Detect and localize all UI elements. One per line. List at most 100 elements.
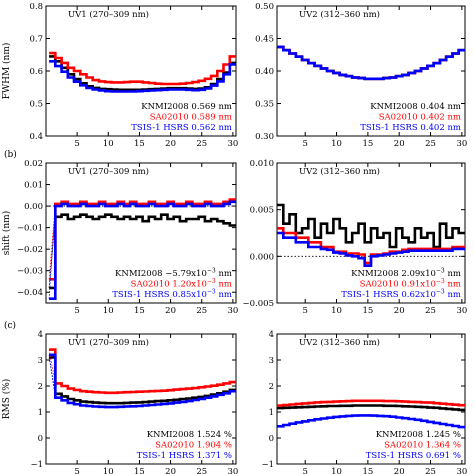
y-tick-label: 0.35 (255, 100, 274, 110)
legend-series-name: SA02010 (131, 280, 173, 290)
legend-stat: 0.91x10 (401, 280, 436, 290)
legend-series-name: SA02010 (155, 441, 197, 451)
x-tick-label: 10 (331, 306, 342, 316)
y-tick-label: 0.000 (250, 252, 274, 262)
legend-unit: nm (216, 113, 232, 123)
series-group (277, 399, 465, 429)
y-axis-label: shift (nm) (1, 211, 12, 255)
legend-stat: 1.904 (197, 441, 221, 451)
x-tick-label: 10 (331, 467, 342, 474)
series-line-sa02010 (49, 348, 236, 395)
legend-entry: KNMI2008 1.524 % (147, 430, 232, 440)
series-line-tsis-1-hsrs (49, 60, 236, 93)
y-tick-label: 0.005 (250, 206, 274, 216)
x-tick-label: 5 (302, 467, 307, 474)
x-tick-label: 25 (196, 467, 207, 474)
legend-entry: SA02010 1.904 % (155, 441, 232, 451)
x-tick-label: 15 (134, 306, 145, 316)
legend-series-name: TSIS-1 HSRS (131, 123, 191, 133)
legend-entry: TSIS-1 HSRS 1.371 % (137, 451, 232, 461)
y-tick-label: −0.005 (243, 299, 274, 309)
legend-entry: SA02010 0.91x10−3 nm (360, 278, 461, 290)
series-line-sa02010 (277, 399, 465, 407)
y-tick-label: −1 (261, 460, 274, 470)
legend-unit: nm (216, 269, 232, 279)
y-tick-label: 0 (38, 434, 43, 444)
y-tick-label: 0.4 (29, 132, 43, 142)
legend-unit: % (221, 430, 232, 440)
legend-exponent: −3 (436, 268, 445, 275)
series-line-tsis-1-hsrs (277, 45, 465, 81)
panel-title: UV2 (312–360 nm) (299, 337, 380, 348)
x-tick-label: 5 (74, 467, 79, 474)
legend-unit: % (450, 430, 461, 440)
y-tick-label: −0.04 (17, 288, 43, 298)
legend-unit: % (450, 451, 461, 461)
legend-stat: 0.85x10 (172, 290, 207, 300)
x-tick-label: 5 (74, 306, 79, 316)
legend-entry: SA02010 0.589 nm (150, 113, 232, 123)
legend-stat: 1.524 (197, 430, 221, 440)
legend-stat: 1.245 (426, 430, 450, 440)
legend-entry: TSIS-1 HSRS 0.562 nm (131, 123, 232, 133)
legend-entry: SA02010 1.364 % (384, 441, 461, 451)
legend-unit: nm (445, 113, 461, 123)
legend-entry: KNMI2008 1.245 % (376, 430, 461, 440)
legend-entry: TSIS-1 HSRS 0.691 % (366, 451, 461, 461)
plot-frame (45, 162, 237, 304)
plot-frame (276, 333, 466, 465)
y-tick-label: −0.03 (17, 267, 43, 277)
series-line-tsis-1-hsrs (49, 200, 236, 300)
x-tick-label: 5 (302, 306, 307, 316)
panel-p6: 5 10 15 20 25 30 −1 0 1 2 3 4 UV2 (312–360 nm) KNMI20… (261, 330, 467, 474)
legend-unit: nm (445, 290, 461, 300)
series-line-tsis-1-hsrs (277, 231, 465, 267)
legend-entry: KNMI2008 −5.79x10−3 nm (115, 268, 232, 280)
y-tick-label: 0.00 (24, 202, 43, 212)
legend-series-name: KNMI2008 (115, 269, 165, 279)
series-group (48, 348, 236, 409)
panel-label: (b) (4, 149, 17, 160)
panel-p3: 5 10 15 20 25 30 −0.04 −0.03 −0.02 −0.01 0.00 0.01 0… (1, 149, 238, 316)
panel-p2: 5 10 15 20 25 30 0.30 0.35 0.40 0.45 0.50 UV2 (312–… (255, 2, 467, 149)
y-axis-label: FWHM (nm) (1, 43, 12, 100)
y-tick-label: 0 (269, 434, 274, 444)
legend-series-name: SA02010 (360, 280, 402, 290)
y-tick-label: 1 (269, 408, 274, 418)
y-tick-label: −0.01 (17, 224, 43, 234)
x-tick-label: 25 (425, 139, 436, 149)
y-tick-label: 0.02 (24, 159, 43, 169)
x-tick-label: 30 (227, 306, 238, 316)
legend-entry: TSIS-1 HSRS 0.62x10−3 nm (341, 289, 461, 301)
series-line-knmi2008 (49, 213, 236, 290)
legend-unit: nm (445, 280, 461, 290)
legend-series-name: TSIS-1 HSRS (112, 290, 172, 300)
legend-stat: 0.402 (420, 123, 444, 133)
panel-p4: 5 10 15 20 25 30 −0.005 0.000 0.005 0.010 UV2 (312… (243, 159, 468, 316)
legend-entry: KNMI2008 2.09x10−3 nm (351, 268, 461, 280)
legend-stat: 0.404 (420, 102, 444, 112)
y-tick-label: 0.7 (29, 35, 43, 45)
legend-stat: 0.589 (191, 113, 215, 123)
x-tick-label: 25 (196, 306, 207, 316)
legend-series-name: TSIS-1 HSRS (366, 451, 426, 461)
series-group (277, 203, 465, 267)
legend-unit: % (450, 441, 461, 451)
legend-exponent: −3 (207, 278, 216, 285)
legend-series-name: TSIS-1 HSRS (341, 290, 401, 300)
y-tick-label: 3 (269, 356, 274, 366)
series-connector (48, 206, 56, 299)
legend-unit: nm (216, 102, 232, 112)
x-tick-label: 15 (362, 139, 373, 149)
y-tick-label: 0.8 (29, 2, 43, 12)
legend-exponent: −3 (207, 268, 216, 275)
series-group (49, 51, 236, 93)
panel-p1: 5 10 15 20 25 30 0.4 0.5 0.6 0.7 0.8 FWHM (nm) UV1 (… (1, 2, 238, 149)
legend-unit: nm (216, 280, 232, 290)
series-line-sa02010 (49, 51, 236, 86)
legend-stat: 1.371 (197, 451, 221, 461)
legend-entry: KNMI2008 0.569 nm (141, 102, 232, 112)
legend-stat: 0.562 (191, 123, 215, 133)
legend-series-name: SA02010 (379, 113, 421, 123)
y-tick-label: 3 (38, 356, 43, 366)
